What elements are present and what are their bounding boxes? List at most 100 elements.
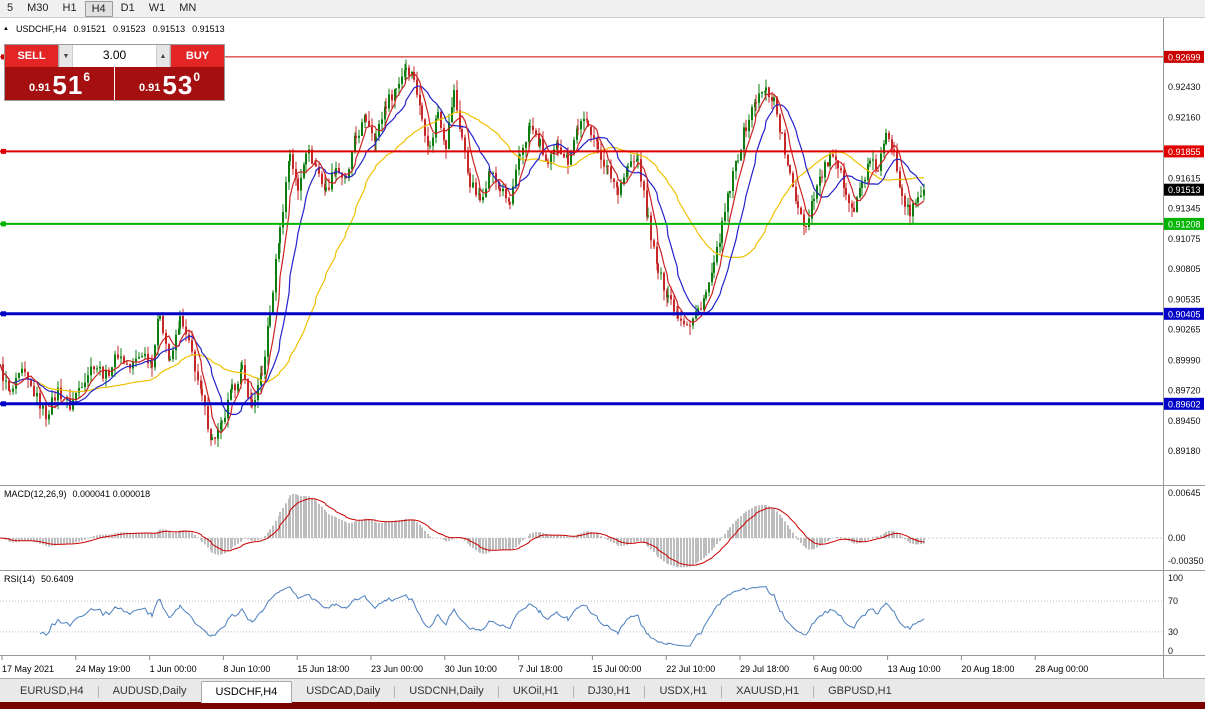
time-axis: 17 May 2021 24 May 19:00 1 Jun 00:00 8 Jun … (0, 662, 1205, 678)
time-axis-label: 8 Jun 10:00 (223, 664, 271, 674)
timeframe-button-d1[interactable]: D1 (120, 1, 135, 14)
macd-signal-line (0, 498, 925, 566)
price-marker (1164, 397, 1204, 410)
price-marker (1164, 145, 1204, 158)
line-handle[interactable] (1, 221, 6, 227)
time-axis-label: 7 Jul 18:00 (518, 664, 563, 674)
time-axis-label: 15 Jun 18:00 (297, 664, 350, 674)
volume-increase-icon[interactable]: ▲ (156, 45, 170, 67)
price-marker-text: 0.91513 (1168, 185, 1201, 195)
tab-separator (572, 685, 574, 698)
line-handle[interactable] (1, 401, 6, 407)
tab-separator (497, 685, 499, 698)
line-handle[interactable] (1, 311, 6, 317)
time-axis-label: 17 May 2021 (2, 664, 55, 674)
time-axis-label: 15 Jul 00:00 (592, 664, 642, 674)
ma-line-6 (0, 72, 925, 434)
time-axis-label: 6 Aug 00:00 (813, 664, 862, 674)
price-axis-label: 0.92430 (1168, 82, 1201, 92)
rsi-line (39, 585, 925, 647)
tab-separator (644, 685, 646, 698)
macd-axis-label: -0.00350 (1168, 556, 1204, 566)
line-handle[interactable] (1, 148, 6, 154)
price-marker-text: 0.91855 (1168, 147, 1201, 157)
chart-tab-usdx[interactable]: USDX,H1 (659, 685, 708, 697)
timeframe-button-h4[interactable]: H4 (84, 0, 113, 17)
buy-price-big: 53 (162, 70, 194, 100)
timeframe-toolbar: 5 M30 H1 H4 D1 W1 MN (0, 0, 1205, 18)
ohlc-high: 0.91523 (113, 24, 146, 34)
chart-tab-eurusd[interactable]: EURUSD,H4 (20, 685, 84, 697)
macd-values: 0.000041 0.000018 (72, 489, 151, 499)
rsi-indicator-label: RSI(14) 50.6409 (4, 574, 74, 584)
volume-decrease-icon[interactable]: ▼ (59, 45, 73, 67)
macd-histogram (2, 494, 925, 568)
price-axis-label: 0.91075 (1168, 234, 1201, 244)
chart-tab-usdcnh[interactable]: USDCNH,Daily (409, 685, 484, 697)
chart-tab-audusd[interactable]: AUDUSD,Daily (112, 685, 187, 697)
chart-tabs-bar: EURUSD,H4 AUDUSD,Daily USDCHF,H4 USDCAD,Dai… (0, 678, 1205, 703)
price-marker (1164, 307, 1204, 320)
macd-axis-label: 0.00 (1168, 533, 1186, 543)
line-handle[interactable] (1, 54, 6, 60)
one-click-trading-panel: SELL ▼ 3.00 ▲ BUY 0.91 51 6 0.91 53 0 (4, 44, 225, 101)
chart-tab-gbpusd[interactable]: GBPUSD,H1 (828, 685, 892, 697)
macd-name: MACD(12,26,9) (4, 489, 67, 499)
price-marker-text: 0.89602 (1168, 399, 1201, 409)
price-marker (1164, 217, 1204, 230)
rsi-value: 50.6409 (41, 574, 74, 584)
rsi-axis-label: 100 (1168, 573, 1183, 583)
chart-tab-usdchf[interactable]: USDCHF,H4 (200, 681, 293, 703)
macd-axis-label: 0.00645 (1168, 488, 1201, 498)
timeframe-button-mn[interactable]: MN (179, 1, 197, 14)
price-axis-label: 0.89180 (1168, 446, 1201, 456)
timeframe-button-m30[interactable]: M30 (27, 1, 49, 14)
time-axis-label: 30 Jun 10:00 (444, 664, 497, 674)
chart-canvas[interactable]: 0.92430 0.92160 0.91615 0.91345 0.91075 0.908… (0, 18, 1205, 678)
time-axis-label: 29 Jul 18:00 (740, 664, 790, 674)
window-bottom-strip (0, 702, 1205, 709)
sell-price-big: 51 (52, 70, 84, 100)
tab-separator (813, 685, 815, 698)
timeframe-button-h1[interactable]: H1 (62, 1, 77, 14)
chart-area: 0.92430 0.92160 0.91615 0.91345 0.91075 0.908… (0, 18, 1205, 678)
rsi-axis-label: 70 (1168, 596, 1178, 606)
ohlc-close: 0.91513 (192, 24, 225, 34)
rsi-axis-label: 30 (1168, 627, 1178, 637)
time-axis-label: 24 May 19:00 (75, 664, 131, 674)
price-axis-label: 0.89450 (1168, 416, 1201, 426)
ohlc-open: 0.91521 (73, 24, 107, 34)
tab-separator (394, 685, 396, 698)
price-axis-label: 0.92160 (1168, 112, 1201, 122)
rsi-name: RSI(14) (4, 574, 36, 584)
price-marker-text: 0.92699 (1168, 52, 1201, 62)
ohlc-low: 0.91513 (152, 24, 186, 34)
chart-tab-dj30[interactable]: DJ30,H1 (587, 685, 631, 697)
price-marker-text: 0.91208 (1168, 219, 1201, 229)
price-axis-label: 0.89990 (1168, 355, 1201, 365)
price-axis-label: 0.90265 (1168, 325, 1201, 335)
buy-button[interactable]: BUY (171, 45, 224, 67)
price-axis-label: 0.90535 (1168, 294, 1201, 304)
time-axis-label: 1 Jun 00:00 (149, 664, 197, 674)
rsi-axis-label: 0 (1168, 646, 1173, 656)
buy-price-display: 0.91 53 0 (115, 67, 224, 100)
chart-tab-xauusd[interactable]: XAUUSD,H1 (736, 685, 800, 697)
volume-input[interactable]: 3.00 (73, 45, 156, 67)
buy-price-prefix: 0.91 (138, 82, 161, 94)
price-axis-label: 0.91615 (1168, 173, 1201, 183)
chart-tab-ukoil[interactable]: UKOil,H1 (512, 685, 559, 697)
chart-tab-usdcad[interactable]: USDCAD,Daily (306, 685, 381, 697)
price-marker (1164, 50, 1204, 63)
chart-marker-icon: ▲ (3, 25, 9, 32)
price-marker (1164, 183, 1204, 196)
tab-separator (97, 685, 99, 698)
timeframe-button-5[interactable]: 5 (7, 1, 14, 14)
time-axis-label: 20 Aug 18:00 (961, 664, 1015, 674)
timeframe-button-w1[interactable]: W1 (148, 1, 166, 14)
buy-price-pip: 0 (193, 70, 201, 84)
time-axis-label: 13 Aug 10:00 (887, 664, 941, 674)
time-axis-label: 23 Jun 00:00 (371, 664, 424, 674)
sell-button[interactable]: SELL (5, 45, 58, 67)
